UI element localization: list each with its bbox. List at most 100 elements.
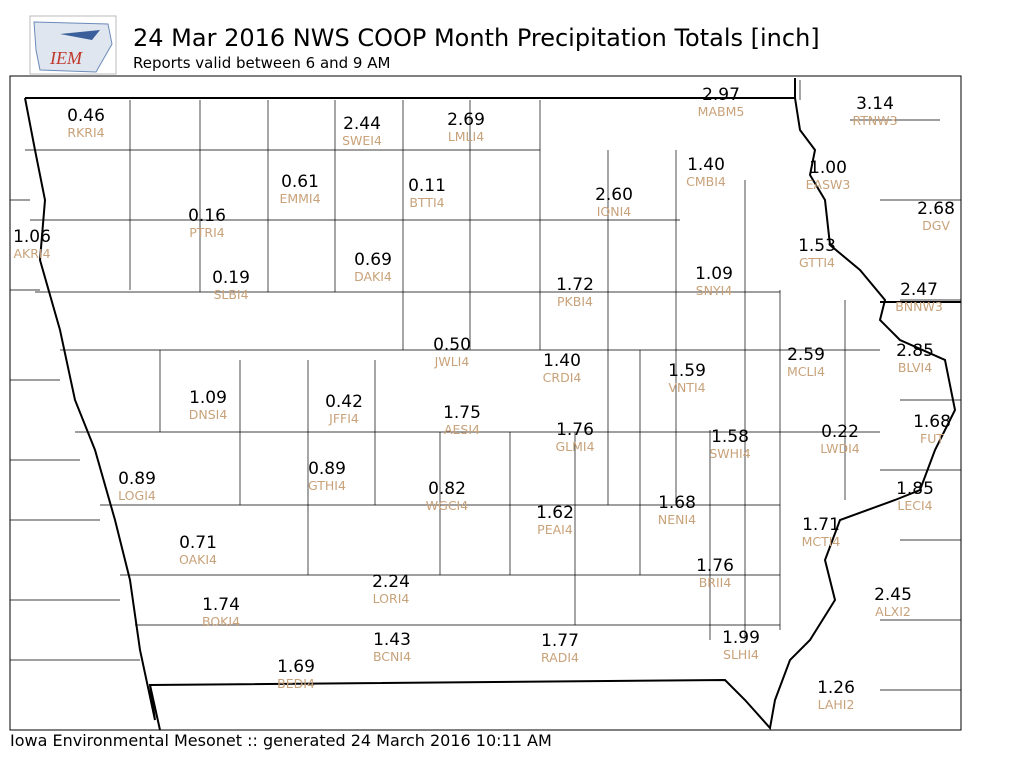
station-value: 1.68 (658, 493, 696, 513)
station-id: GTHI4 (308, 478, 346, 493)
station-id: MCTI4 (802, 534, 841, 549)
station-id: GLMI4 (555, 439, 594, 454)
station-id: BTTI4 (409, 195, 444, 210)
station-value: 0.22 (821, 422, 859, 442)
station-id: RTNW3 (852, 113, 897, 128)
logo-wind (60, 30, 100, 40)
station-id: LMLI4 (448, 129, 484, 144)
station-id: LECI4 (897, 498, 932, 513)
station-value: 2.24 (372, 572, 410, 592)
station-id: SNYI4 (696, 283, 733, 298)
station-value: 1.69 (277, 657, 315, 677)
county-lines (10, 80, 961, 691)
station-value: 2.45 (874, 585, 912, 605)
station-value: 0.71 (179, 533, 217, 553)
station-id: BNNW3 (895, 299, 943, 314)
station-value: 0.82 (428, 479, 466, 499)
station-value: 0.89 (308, 459, 346, 479)
station-value: 2.69 (447, 110, 485, 130)
station-value: 1.76 (696, 556, 734, 576)
station-id: OAKI4 (179, 552, 217, 567)
station-value: 1.06 (13, 227, 51, 247)
station-id: SLHI4 (723, 647, 759, 662)
station-id: DAKI4 (354, 269, 392, 284)
station-value: 0.50 (433, 335, 471, 355)
station-value: 1.68 (913, 412, 951, 432)
station-value: 2.85 (896, 341, 934, 361)
station-value: 1.58 (711, 427, 749, 447)
station-id: DGV (922, 218, 950, 233)
station-id: SLBI4 (213, 287, 248, 302)
station-id: IONI4 (597, 204, 632, 219)
station-value: 1.00 (809, 158, 847, 178)
map-body (10, 78, 961, 730)
station-id: LAHI2 (818, 697, 855, 712)
station-id: DNSI4 (189, 407, 228, 422)
station-value: 0.16 (188, 206, 226, 226)
station-id: CRDI4 (543, 370, 582, 385)
station-value: 1.09 (695, 264, 733, 284)
state-border (24, 97, 957, 730)
station-id: MCLI4 (787, 364, 825, 379)
station-value: 1.43 (373, 630, 411, 650)
station-id: ALXI2 (875, 604, 911, 619)
station-id: BRII4 (699, 575, 732, 590)
station-value: 2.44 (343, 114, 381, 134)
station-id: BEDI4 (277, 676, 315, 691)
footer: Iowa Environmental Mesonet :: generated … (10, 731, 552, 750)
station-value: 2.97 (702, 85, 740, 105)
station-id: CMBI4 (686, 174, 726, 189)
station-id: LWDI4 (820, 441, 859, 456)
station-value: 1.09 (189, 388, 227, 408)
station-value: 1.40 (687, 155, 725, 175)
station-id: SWHI4 (709, 446, 750, 461)
station-id: RKRI4 (67, 125, 104, 140)
station-value: 2.68 (917, 199, 955, 219)
station-id: PKBI4 (557, 294, 593, 309)
title: 24 Mar 2016 NWS COOP Month Precipitation… (133, 24, 820, 52)
station-value: 0.46 (67, 106, 105, 126)
station-id: AKRI4 (13, 246, 50, 261)
station-id: AESI4 (444, 422, 480, 437)
station-value: 0.19 (212, 268, 250, 288)
station-value: 1.26 (817, 678, 855, 698)
station-value: 0.69 (354, 250, 392, 270)
station-value: 1.75 (443, 403, 481, 423)
station-value: 1.99 (722, 628, 760, 648)
subtitle: Reports valid between 6 and 9 AM (133, 54, 390, 72)
logo: IEM (29, 15, 117, 75)
station-value: 1.59 (668, 361, 706, 381)
station-id: WGCI4 (426, 498, 468, 513)
station-id: BCNI4 (373, 649, 411, 664)
station-id: BOKI4 (202, 614, 240, 629)
station-value: 1.71 (802, 515, 840, 535)
station-id: PEAI4 (537, 522, 573, 537)
station-value: 1.76 (556, 420, 594, 440)
station-value: 0.42 (325, 392, 363, 412)
station-id: SWEI4 (342, 133, 382, 148)
station-id: PTRI4 (189, 225, 225, 240)
station-value: 1.77 (541, 631, 579, 651)
logo-text: IEM (49, 48, 83, 68)
station-id: VNTI4 (668, 380, 705, 395)
station-value: 1.53 (798, 236, 836, 256)
station-id: GTTI4 (799, 255, 835, 270)
station-id: NENI4 (658, 512, 696, 527)
station-value: 3.14 (856, 94, 894, 114)
station-id: JFFI4 (328, 411, 359, 426)
station-id: LORI4 (373, 591, 410, 606)
station-id: JWLI4 (434, 354, 470, 369)
station-id: LOGI4 (118, 488, 156, 503)
station-value: 1.85 (896, 479, 934, 499)
station-value: 2.60 (595, 185, 633, 205)
station-value: 1.62 (536, 503, 574, 523)
map-frame (9, 75, 962, 731)
station-value: 1.72 (556, 275, 594, 295)
station-id: BLVI4 (898, 360, 932, 375)
station-id: FUT (920, 431, 944, 446)
station-value: 1.40 (543, 351, 581, 371)
station-value: 0.89 (118, 469, 156, 489)
station-id: MABM5 (698, 104, 745, 119)
